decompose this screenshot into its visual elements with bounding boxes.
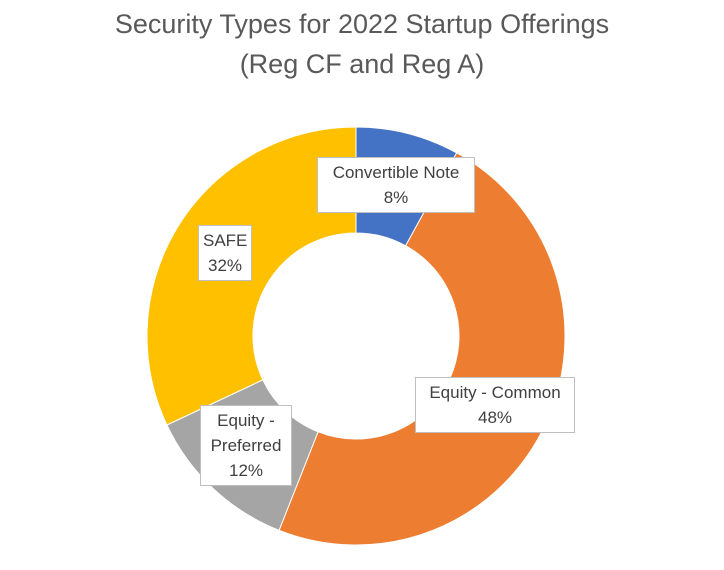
data-label-name-line-1: Equity - — [217, 411, 275, 430]
data-label-equity-common: Equity - Common 48% — [415, 377, 575, 433]
slice-equity-common — [278, 152, 566, 546]
data-label-percent: 48% — [477, 408, 513, 427]
data-label-percent: 12% — [228, 461, 264, 480]
data-label-convertible-note: Convertible Note 8% — [317, 157, 475, 213]
data-label-name: Equity - Common — [429, 383, 561, 402]
data-label-name: Convertible Note — [332, 163, 460, 182]
data-label-name-line-2: Preferred — [210, 436, 282, 455]
data-label-equity-preferred: Equity - Preferred 12% — [200, 405, 292, 486]
chart-title: Security Types for 2022 Startup Offering… — [0, 4, 724, 84]
chart-title-line-2: (Reg CF and Reg A) — [239, 49, 485, 79]
data-label-safe: SAFE 32% — [198, 225, 252, 281]
chart-title-line-1: Security Types for 2022 Startup Offering… — [114, 9, 610, 39]
data-label-name: SAFE — [203, 231, 248, 250]
data-label-percent: 8% — [383, 188, 409, 207]
data-label-percent: 32% — [207, 256, 243, 275]
